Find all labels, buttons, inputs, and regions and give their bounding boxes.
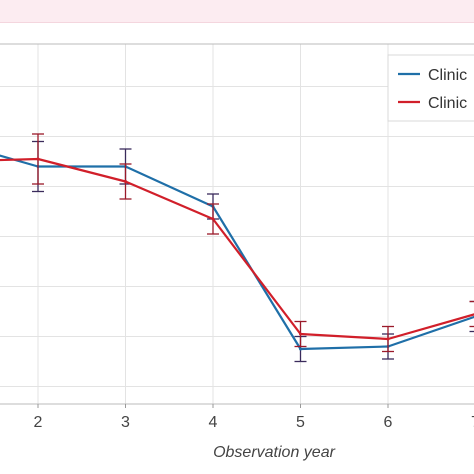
data-point	[36, 157, 40, 161]
series-line	[0, 154, 474, 351]
x-axis-ticks: 2 3 4 5 6 7	[34, 404, 474, 431]
x-tick-label: 5	[296, 414, 305, 431]
data-point	[299, 332, 302, 336]
legend-label-series-2: Clinic	[428, 95, 467, 112]
x-tick-label: 4	[209, 414, 218, 431]
legend-box	[387, 54, 474, 122]
series-2	[0, 133, 474, 353]
x-tick-label: 2	[34, 414, 43, 431]
plot-frame	[0, 43, 474, 405]
data-point	[299, 347, 302, 351]
x-tick-label: 6	[384, 414, 393, 431]
x-tick-label: 3	[121, 414, 130, 431]
series-layer	[0, 133, 474, 363]
legend: Clinic Clinic	[387, 54, 474, 122]
x-axis-title: Observation year	[213, 444, 336, 461]
data-point	[124, 180, 127, 183]
legend-label-series-1: Clinic	[428, 67, 467, 84]
x-tick-label: 7	[471, 414, 474, 431]
header-banner	[0, 0, 474, 23]
data-point	[211, 217, 215, 221]
data-point	[386, 337, 390, 341]
